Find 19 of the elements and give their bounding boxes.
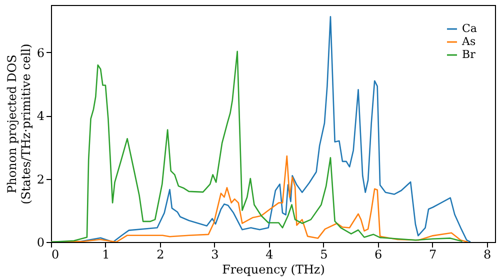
legend-label: Ca xyxy=(462,22,478,35)
x-axis-title: Frequency (THz) xyxy=(222,262,325,276)
y-tick-label: 6 xyxy=(36,46,44,60)
x-tick-label: 7 xyxy=(429,248,437,262)
x-tick-label: 4 xyxy=(266,248,274,262)
x-tick-label: 0 xyxy=(52,248,60,262)
line-series xyxy=(51,50,463,242)
legend-label: Br xyxy=(462,48,476,61)
y-tick-label: 4 xyxy=(36,109,45,124)
x-tick-label: 6 xyxy=(374,248,382,262)
x-tick-label: 3 xyxy=(211,248,219,262)
x-tick-label: 8 xyxy=(484,248,492,262)
y-tick-label: 0 xyxy=(36,236,44,250)
x-tick-label: 5 xyxy=(320,248,328,262)
y-axis-title: Phonon projected DOS (States/THz·primitive cell) xyxy=(4,44,33,204)
x-tick-label: 2 xyxy=(156,248,164,262)
y-tick-label: 2 xyxy=(36,172,44,186)
legend-label: As xyxy=(461,35,476,48)
x-tick-label: 1 xyxy=(102,248,110,262)
